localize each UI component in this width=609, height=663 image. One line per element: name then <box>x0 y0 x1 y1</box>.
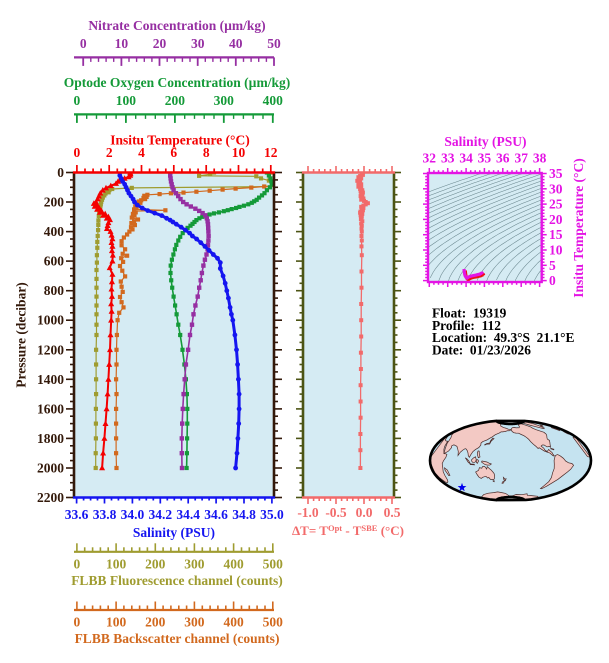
svg-text:800: 800 <box>44 283 65 298</box>
svg-text:40: 40 <box>229 36 243 51</box>
svg-text:1600: 1600 <box>37 401 64 416</box>
svg-text:0: 0 <box>80 36 87 51</box>
svg-text:33: 33 <box>441 151 455 166</box>
svg-text:300: 300 <box>184 556 205 571</box>
svg-text:0: 0 <box>74 615 81 630</box>
svg-text:30: 30 <box>191 36 205 51</box>
svg-text:200: 200 <box>44 195 65 210</box>
svg-text:FLBB Fluorescence channel (cou: FLBB Fluorescence channel (counts) <box>71 573 283 588</box>
svg-text:200: 200 <box>165 93 186 108</box>
svg-text:200: 200 <box>145 615 166 630</box>
svg-text:Optode Oxygen Concentration (µ: Optode Oxygen Concentration (µm/kg) <box>64 75 290 90</box>
svg-text:4: 4 <box>138 145 145 160</box>
svg-text:10: 10 <box>232 145 246 160</box>
svg-text:0.5: 0.5 <box>384 505 401 520</box>
svg-text:400: 400 <box>263 93 284 108</box>
svg-text:Profile: 112: Profile: 112 <box>432 318 501 333</box>
svg-text:2: 2 <box>106 145 113 160</box>
svg-text:10: 10 <box>115 36 129 51</box>
svg-text:34.2: 34.2 <box>148 507 172 522</box>
svg-text:Date: 01/23/2026: Date: 01/23/2026 <box>432 342 531 357</box>
svg-text:Float: 19319: Float: 19319 <box>432 306 507 321</box>
svg-text:-0.5: -0.5 <box>325 505 347 520</box>
svg-text:0: 0 <box>74 556 81 571</box>
svg-text:100: 100 <box>106 556 127 571</box>
svg-text:-1.0: -1.0 <box>297 505 319 520</box>
svg-text:300: 300 <box>214 93 235 108</box>
svg-text:Insitu Temperature (°C): Insitu Temperature (°C) <box>571 158 586 297</box>
svg-text:0: 0 <box>74 93 81 108</box>
svg-text:FLBB Backscatter channel (coun: FLBB Backscatter channel (counts) <box>75 631 280 646</box>
svg-text:6: 6 <box>170 145 177 160</box>
svg-text:Location: 49.3°S 21.1°E: Location: 49.3°S 21.1°E <box>432 330 574 345</box>
svg-text:33.8: 33.8 <box>93 507 117 522</box>
svg-text:100: 100 <box>106 615 127 630</box>
svg-text:0.0: 0.0 <box>356 505 373 520</box>
svg-text:36: 36 <box>496 151 510 166</box>
svg-text:1400: 1400 <box>37 372 64 387</box>
svg-text:15: 15 <box>549 227 563 242</box>
svg-text:0: 0 <box>549 273 556 288</box>
svg-text:Salinity (PSU): Salinity (PSU) <box>444 134 526 149</box>
svg-text:400: 400 <box>223 615 244 630</box>
svg-text:200: 200 <box>145 556 166 571</box>
svg-text:Nitrate Concentration (µm/kg): Nitrate Concentration (µm/kg) <box>88 18 265 33</box>
svg-text:50: 50 <box>267 36 281 51</box>
svg-text:400: 400 <box>44 224 65 239</box>
svg-text:5: 5 <box>549 258 556 273</box>
svg-text:0: 0 <box>57 165 64 180</box>
svg-text:32: 32 <box>423 151 437 166</box>
svg-text:1000: 1000 <box>37 313 64 328</box>
svg-text:34.4: 34.4 <box>176 507 200 522</box>
svg-text:37: 37 <box>514 151 528 166</box>
svg-text:400: 400 <box>223 556 244 571</box>
svg-text:0: 0 <box>74 145 81 160</box>
svg-text:8: 8 <box>203 145 210 160</box>
svg-text:10: 10 <box>549 243 563 258</box>
svg-text:35: 35 <box>549 166 563 181</box>
svg-text:600: 600 <box>44 254 65 269</box>
svg-text:20: 20 <box>153 36 167 51</box>
svg-text:33.6: 33.6 <box>65 507 89 522</box>
svg-text:12: 12 <box>264 145 278 160</box>
svg-text:34.6: 34.6 <box>204 507 228 522</box>
svg-text:Salinity (PSU): Salinity (PSU) <box>133 525 215 540</box>
svg-text:35: 35 <box>478 151 492 166</box>
svg-text:2200: 2200 <box>37 490 64 505</box>
svg-text:1800: 1800 <box>37 431 64 446</box>
svg-text:100: 100 <box>116 93 137 108</box>
svg-text:38: 38 <box>533 151 547 166</box>
svg-text:1200: 1200 <box>37 342 64 357</box>
svg-text:30: 30 <box>549 181 563 196</box>
svg-text:35.0: 35.0 <box>260 507 284 522</box>
svg-text:34: 34 <box>459 151 473 166</box>
svg-text:34.0: 34.0 <box>121 507 145 522</box>
svg-text:500: 500 <box>263 556 284 571</box>
svg-text:34.8: 34.8 <box>232 507 256 522</box>
svg-text:ΔT= TOpt - TSBE (°C): ΔT= TOpt - TSBE (°C) <box>292 523 404 538</box>
svg-text:Pressure (decibar): Pressure (decibar) <box>14 282 29 388</box>
svg-text:2000: 2000 <box>37 461 64 476</box>
svg-text:20: 20 <box>549 212 563 227</box>
svg-text:300: 300 <box>184 615 205 630</box>
svg-text:25: 25 <box>549 197 563 212</box>
svg-text:Insitu Temperature (°C): Insitu Temperature (°C) <box>110 133 249 148</box>
svg-text:500: 500 <box>263 615 284 630</box>
